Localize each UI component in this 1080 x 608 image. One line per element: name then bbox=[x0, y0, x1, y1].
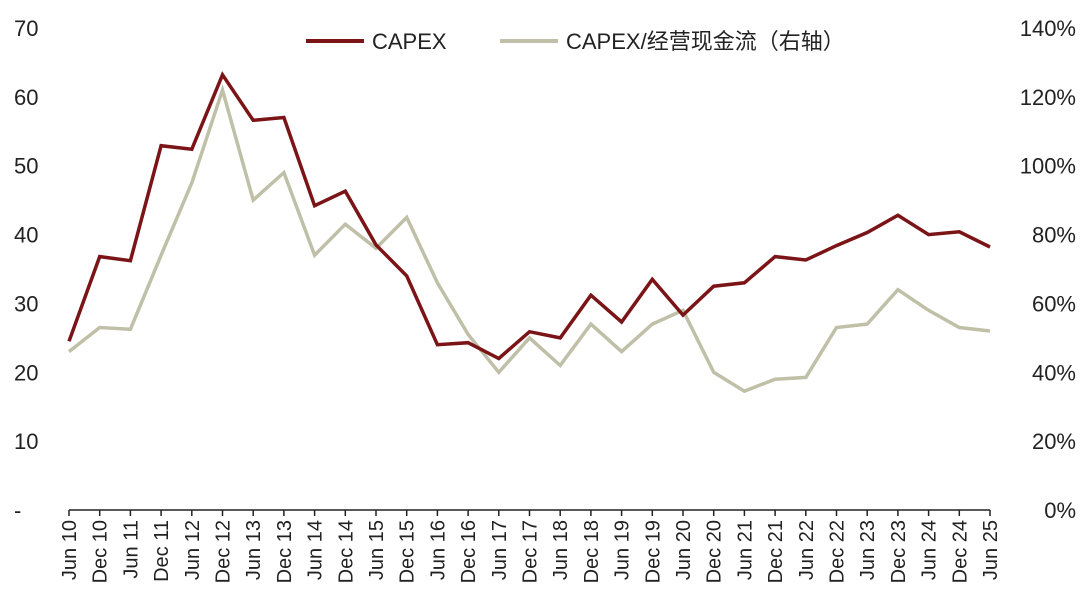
series-lines bbox=[67, 71, 991, 394]
y-left-tick-label: 70 bbox=[14, 16, 38, 41]
x-tick-label: Dec 18 bbox=[581, 520, 603, 583]
x-tick-label: Jun 16 bbox=[427, 520, 449, 580]
x-tick-label: Jun 19 bbox=[612, 520, 634, 580]
x-tick-label: Dec 12 bbox=[213, 520, 235, 583]
y-left-tick-label: 40 bbox=[14, 223, 38, 248]
x-tick-label: Dec 11 bbox=[151, 520, 173, 582]
x-tick-label: Dec 19 bbox=[642, 520, 664, 583]
y-left-tick-label: 50 bbox=[14, 154, 38, 179]
y-left-tick-label: 60 bbox=[14, 85, 38, 110]
y-right-tick-label: 60% bbox=[1032, 291, 1076, 316]
x-tick-label: Jun 15 bbox=[366, 520, 388, 580]
x-axis: Jun 10 Dec 10 Jun 11 Dec 11 Jun 12 Dec 12 Jun … bbox=[59, 509, 1002, 583]
y-right-tick-label: 80% bbox=[1032, 223, 1076, 248]
x-tick-label: Dec 20 bbox=[704, 520, 726, 583]
y-left-tick-label: - bbox=[14, 498, 21, 523]
x-tick-label: Jun 10 bbox=[59, 520, 81, 580]
series-line-capex-ratio bbox=[67, 83, 991, 394]
x-tick-label: Jun 11 bbox=[120, 520, 142, 579]
x-tick-label: Dec 21 bbox=[765, 520, 787, 583]
x-tick-label: Dec 22 bbox=[827, 520, 849, 583]
x-tick-label: Dec 16 bbox=[458, 520, 480, 583]
y-right-tick-label: 100% bbox=[1020, 154, 1076, 179]
x-tick-label: Dec 15 bbox=[397, 520, 419, 583]
legend: CAPEX CAPEX/经营现金流（右轴） bbox=[306, 29, 845, 54]
x-tick-label: Dec 14 bbox=[335, 520, 357, 583]
x-tick-label: Jun 21 bbox=[734, 520, 756, 580]
x-tick-label: Jun 25 bbox=[980, 520, 1002, 580]
x-tick-label: Jun 24 bbox=[919, 520, 941, 580]
x-tick-label: Jun 20 bbox=[673, 520, 695, 580]
y-left-tick-label: 10 bbox=[14, 429, 38, 454]
series-line-capex bbox=[67, 71, 991, 361]
x-tick-label: Dec 10 bbox=[90, 520, 112, 583]
y-axis-right: 0% 20% 40% 60% 80% 100% 120% 140% bbox=[1020, 16, 1076, 523]
y-right-tick-label: 120% bbox=[1020, 85, 1076, 110]
legend-label: CAPEX bbox=[372, 29, 447, 54]
x-tick-label: Dec 17 bbox=[520, 520, 542, 583]
x-tick-label: Dec 23 bbox=[888, 520, 910, 583]
y-axis-left: - 10 20 30 40 50 60 70 bbox=[14, 16, 38, 523]
x-tick-label: Jun 13 bbox=[243, 520, 265, 580]
y-right-tick-label: 20% bbox=[1032, 429, 1076, 454]
y-right-tick-label: 40% bbox=[1032, 360, 1076, 385]
legend-label: CAPEX/经营现金流（右轴） bbox=[566, 29, 845, 54]
x-tick-label: Jun 18 bbox=[550, 520, 572, 580]
x-tick-label: Jun 12 bbox=[182, 520, 204, 580]
x-tick-label: Dec 24 bbox=[949, 520, 971, 583]
x-tick-label: Jun 14 bbox=[305, 520, 327, 580]
y-left-tick-label: 20 bbox=[14, 360, 38, 385]
x-tick-label: Jun 17 bbox=[489, 520, 511, 580]
y-right-tick-label: 0% bbox=[1044, 498, 1076, 523]
x-tick-label: Dec 13 bbox=[274, 520, 296, 583]
y-left-tick-label: 30 bbox=[14, 291, 38, 316]
x-tick-label: Jun 23 bbox=[857, 520, 879, 580]
x-tick-label: Jun 22 bbox=[796, 520, 818, 580]
y-right-tick-label: 140% bbox=[1020, 16, 1076, 41]
